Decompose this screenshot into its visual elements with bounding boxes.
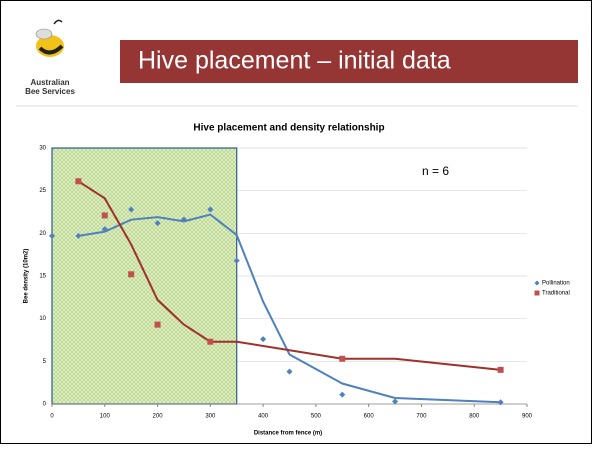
y-tick-label: 20 <box>39 231 46 237</box>
shaded-region <box>51 147 238 405</box>
y-tick-label: 25 <box>39 188 46 194</box>
point <box>75 178 82 185</box>
point <box>233 257 240 264</box>
x-tick-label: 900 <box>522 414 533 420</box>
logo: Australian Bee Services <box>25 19 75 96</box>
x-tick-label: 0 <box>50 414 54 420</box>
point <box>101 212 108 219</box>
logo-text: Australian <box>30 78 69 87</box>
point <box>286 368 293 375</box>
y-tick-label: 15 <box>39 274 46 280</box>
y-axis-label: Bee density (10m2) <box>24 249 30 304</box>
point <box>101 226 108 233</box>
point <box>497 399 504 406</box>
point <box>75 232 82 239</box>
x-tick-label: 300 <box>205 414 216 420</box>
y-tick-label: 30 <box>39 146 46 152</box>
x-tick-label: 800 <box>469 414 480 420</box>
x-tick-label: 600 <box>364 414 375 420</box>
x-tick-label: 100 <box>100 414 111 420</box>
title-bar <box>120 40 578 83</box>
point <box>392 398 399 405</box>
y-tick-label: 5 <box>43 359 47 365</box>
point <box>49 232 55 239</box>
trend-line <box>78 213 501 404</box>
point <box>339 391 346 398</box>
point <box>207 338 214 345</box>
x-tick-label: 700 <box>416 414 427 420</box>
chart-title: Hive placement and density relationship <box>193 123 384 134</box>
trend-line <box>77 180 501 371</box>
point <box>128 271 135 278</box>
y-tick-label: 0 <box>43 402 47 408</box>
x-tick-label: 400 <box>258 414 269 420</box>
logo-text: Bee Services <box>25 87 75 96</box>
point <box>339 355 346 362</box>
legend-label: Traditional <box>542 291 570 297</box>
point <box>497 366 504 373</box>
x-tick-label: 200 <box>153 414 164 420</box>
legend-label: Pollination <box>542 281 570 287</box>
annotation: n = 6 <box>422 164 449 178</box>
point <box>154 220 161 227</box>
x-tick-label: 500 <box>311 414 322 420</box>
point <box>128 206 135 213</box>
x-axis-label: Distance from fence (m) <box>254 431 322 437</box>
point <box>207 206 214 213</box>
point <box>154 321 161 328</box>
slide-title: Hive placement – initial data <box>138 47 451 75</box>
legend-swatch <box>534 290 540 296</box>
y-tick-label: 10 <box>39 316 46 322</box>
point <box>180 216 187 223</box>
point <box>260 336 267 343</box>
legend-swatch <box>534 280 540 286</box>
